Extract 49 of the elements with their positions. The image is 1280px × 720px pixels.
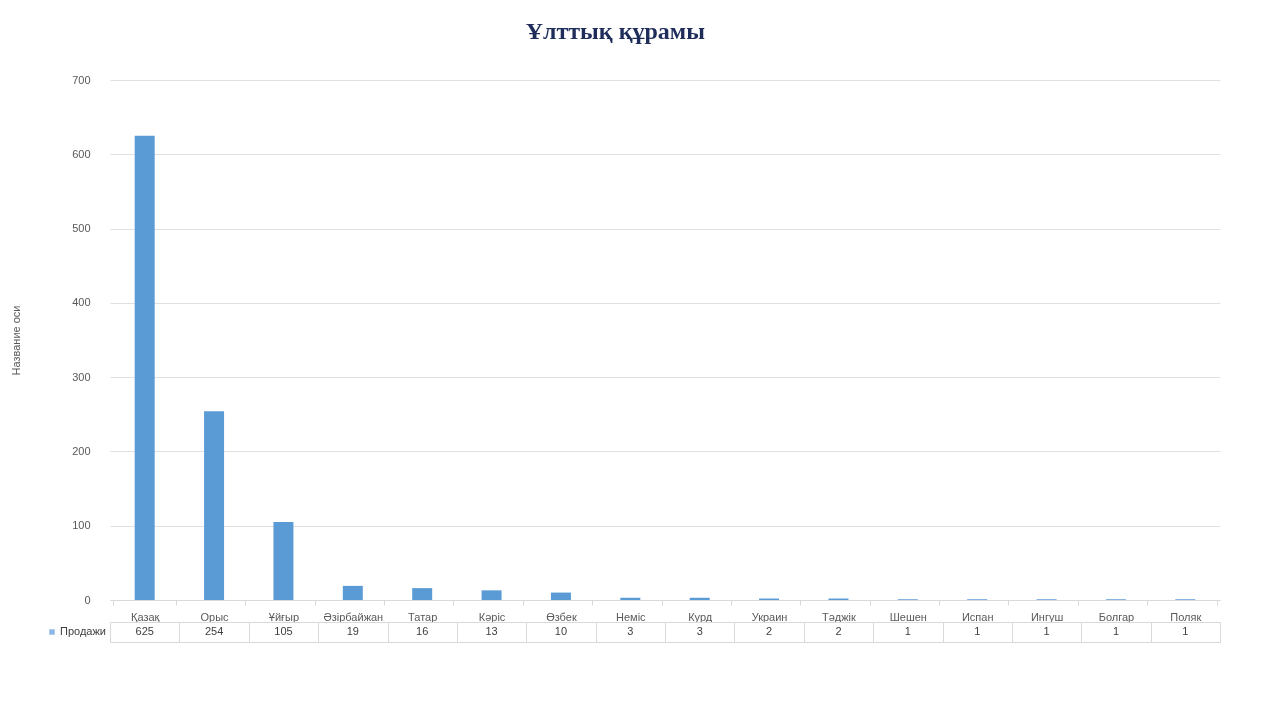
data-label: 2 <box>835 625 842 637</box>
x-tick-label: Поляк <box>1170 610 1202 623</box>
x-tick-label: Болгар <box>1098 610 1135 623</box>
x-tick-label: Ұйғыр <box>268 610 300 623</box>
y-tick-label: 400 <box>72 296 91 309</box>
x-tick-label: Орыс <box>200 610 230 623</box>
bar <box>412 588 433 600</box>
legend-label: Продажи <box>60 625 106 637</box>
data-label: 1 <box>1182 625 1189 637</box>
x-tick-label: Испан <box>961 610 994 623</box>
x-tick-label: Тәджік <box>822 610 857 623</box>
y-tick-label: 500 <box>72 222 91 235</box>
data-label: 1 <box>904 625 911 637</box>
data-label: 1 <box>1112 625 1119 637</box>
y-tick-label: 0 <box>84 593 91 606</box>
data-label: 2 <box>766 625 773 637</box>
x-tick-label: Кәріс <box>478 610 506 623</box>
y-tick-label: 300 <box>72 370 91 383</box>
data-label: 1 <box>1043 625 1050 637</box>
bar <box>550 592 571 600</box>
data-label: 13 <box>485 625 498 637</box>
y-tick-label: 700 <box>72 73 91 86</box>
x-tick-label: Әзірбайжан <box>323 610 384 623</box>
data-label: 625 <box>135 625 154 637</box>
bar <box>342 585 363 600</box>
bar <box>204 411 225 600</box>
x-tick-label: Татар <box>408 610 438 623</box>
x-tick-label: Шешен <box>889 610 927 623</box>
data-label: 3 <box>696 625 703 637</box>
x-tick-label: Ингуш <box>1030 610 1064 623</box>
x-tick-label: Өзбек <box>546 610 577 623</box>
data-label: 16 <box>416 625 429 637</box>
data-label: 105 <box>274 625 293 637</box>
bar <box>481 590 502 600</box>
y-tick-label: 200 <box>72 444 91 457</box>
x-tick-label: Неміс <box>616 610 647 623</box>
x-tick-label: Қазақ <box>130 610 160 623</box>
data-label: 19 <box>346 625 359 637</box>
data-label: 10 <box>554 625 568 637</box>
bar <box>134 135 155 600</box>
data-label: 3 <box>627 625 634 637</box>
chart-title: Ұлттық құрамы <box>525 18 706 44</box>
x-tick-label: Украин <box>751 610 788 623</box>
y-tick-label: 100 <box>72 519 91 532</box>
data-label: 254 <box>204 625 224 637</box>
data-label: 1 <box>974 625 981 637</box>
y-tick-label: 600 <box>72 147 91 160</box>
y-axis-title: Название оси <box>10 305 23 376</box>
bar <box>273 522 294 600</box>
